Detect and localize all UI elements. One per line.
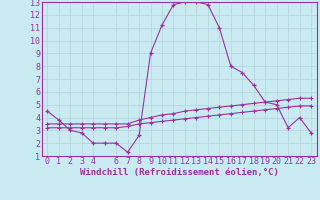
X-axis label: Windchill (Refroidissement éolien,°C): Windchill (Refroidissement éolien,°C) [80, 168, 279, 177]
